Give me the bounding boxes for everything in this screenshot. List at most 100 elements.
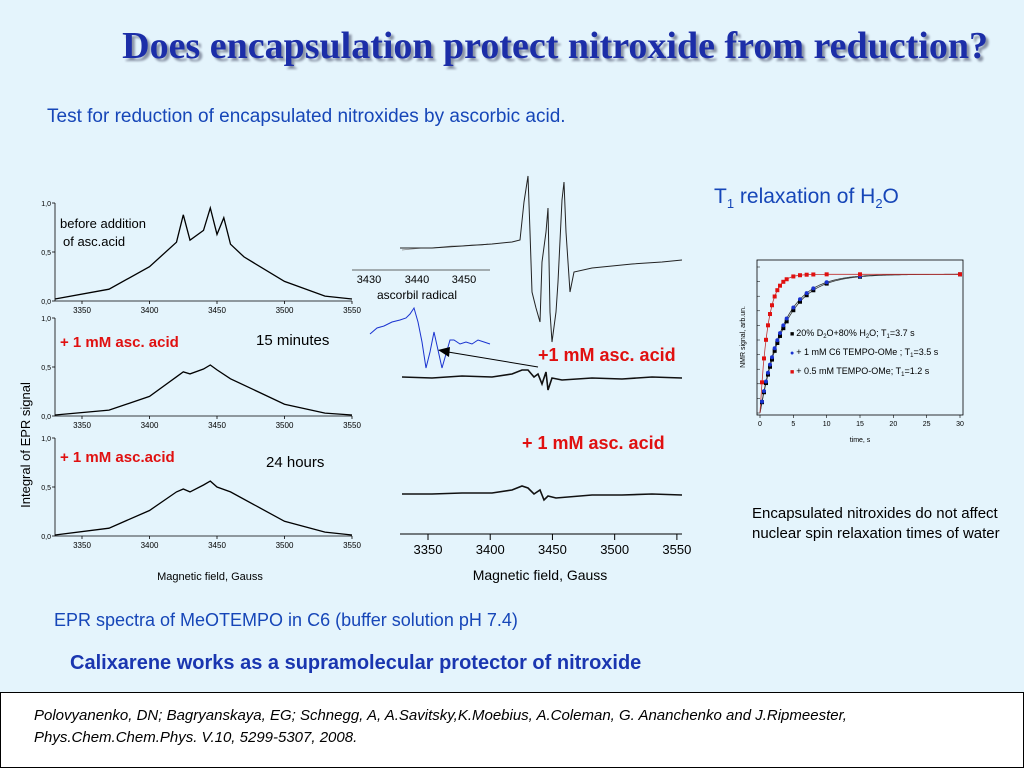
legend-item-1: ● + 1 mM C6 TEMPO-OMe ; T1=3.5 s	[790, 347, 939, 359]
t1-curve-2	[759, 273, 960, 414]
left-xtick-label: 3350	[73, 306, 91, 315]
t1-xtick-label: 20	[889, 421, 897, 428]
t1-point-1	[798, 297, 802, 302]
middle-xtick-label: 3500	[600, 542, 629, 557]
left-xtick-label: 3400	[141, 306, 159, 315]
t1-relaxation-chart: NMR signal, arb.un. 0 5 10 15 20 25 30 time, s…	[740, 259, 964, 444]
figure-caption: EPR spectra of MeOTEMPO in C6 (buffer so…	[54, 610, 518, 630]
left-xtick-label: 3450	[208, 306, 226, 315]
t1-point-1	[804, 291, 809, 296]
left-ytick-label: 0,0	[41, 299, 51, 306]
t1-xtick-label: 10	[823, 421, 831, 428]
middle-label-bottom: + 1 mM asc. acid	[522, 433, 665, 453]
t1-point-1	[770, 355, 774, 360]
reference-box: Polovyanenko, DN; Bagryanskaya, EG; Schn…	[0, 692, 1024, 768]
t1-point-2	[768, 312, 772, 317]
left-ytick-label: 0,0	[41, 414, 51, 421]
t1-xtick-label: 0	[758, 421, 762, 428]
left-ytick-label: 1,0	[41, 436, 51, 443]
t1-point-1	[791, 305, 796, 310]
middle-xtick-label: 3450	[538, 542, 567, 557]
left-xtick-label: 3350	[73, 421, 91, 430]
t1-point-0	[781, 326, 786, 331]
panel1-label-line1: before addition	[60, 216, 147, 231]
left-xtick-label: 3550	[343, 306, 361, 315]
left-xtick-label: 3500	[276, 541, 294, 550]
left-epr-chart: Integral of EPR signal 0,0 0,5 1,0 3350 3400…	[18, 201, 361, 583]
t1-point-2	[778, 283, 782, 288]
t1-point-1	[766, 370, 770, 375]
inset-tick-0: 3430	[357, 274, 381, 286]
middle-xtick-label: 3350	[414, 542, 443, 557]
left-ytick-label: 1,0	[41, 201, 51, 208]
inset-tick-1: 3440	[405, 274, 429, 286]
left-series-line-2	[54, 480, 353, 536]
t1-note: Encapsulated nitroxides do not affect nu…	[752, 505, 1000, 542]
t1-point-1	[781, 323, 786, 328]
middle-xtick-label: 3550	[662, 542, 691, 557]
middle-label-top: +1 mM asc. acid	[538, 345, 676, 365]
middle-epr-chart: 3430 3440 3450 ascorbil radical 3350 3400…	[352, 175, 691, 583]
panel3-label: + 1 mM asc.acid	[60, 449, 175, 466]
t1-point-0	[770, 357, 774, 362]
t1-point-2	[770, 303, 774, 308]
t1-point-1	[778, 331, 782, 336]
t1-point-1	[784, 316, 789, 321]
t1-xtick-label: 25	[923, 421, 931, 428]
t1-point-0	[778, 333, 782, 338]
t1-point-1	[811, 286, 816, 291]
left-xtick-label: 3400	[141, 541, 159, 550]
t1-curve-1	[759, 273, 960, 414]
left-xtick-label: 3450	[208, 421, 226, 430]
t1-point-2	[824, 272, 829, 277]
inset-ascorbil-spectrum: 3430 3440 3450 ascorbil radical	[352, 243, 491, 369]
t1-point-0	[784, 319, 789, 324]
slide-subtitle: Test for reduction of encapsulated nitro…	[47, 106, 566, 127]
left-series-line-1	[54, 364, 353, 416]
t1-point-1	[772, 346, 777, 351]
panel2-label: + 1 mM asc. acid	[60, 334, 179, 351]
t1-point-2	[762, 356, 766, 361]
left-ytick-label: 0,5	[41, 250, 51, 257]
inset-tick-2: 3450	[452, 274, 476, 286]
left-xtick-label: 3550	[343, 421, 361, 430]
t1-point-2	[858, 272, 862, 277]
t1-point-2	[958, 272, 962, 277]
left-ylabel: Integral of EPR signal	[18, 382, 33, 508]
t1-curve-0	[759, 273, 960, 414]
t1-point-0	[772, 348, 777, 353]
t1-point-1	[764, 379, 768, 384]
t1-xlabel: time, s	[850, 437, 871, 444]
t1-point-0	[804, 293, 809, 298]
t1-xtick-label: 5	[791, 421, 795, 428]
t1-point-2	[764, 337, 768, 342]
inset-label: ascorbil radical	[377, 288, 457, 302]
t1-point-0	[768, 364, 772, 369]
left-series-line-0	[54, 205, 353, 300]
t1-point-2	[766, 323, 770, 328]
left-xtick-label: 3500	[276, 306, 294, 315]
middle-xlabel: Magnetic field, Gauss	[473, 567, 608, 583]
t1-point-2	[804, 272, 809, 277]
t1-xtick-label: 15	[856, 421, 864, 428]
left-ytick-label: 0,5	[41, 365, 51, 372]
left-panels: 0,0 0,5 1,0 3350 3400 3450 3500 3550 0,0 0,5 1,0 33…	[41, 201, 361, 550]
panel2-time: 15 minutes	[256, 332, 330, 349]
t1-point-1	[760, 399, 764, 404]
left-ytick-label: 1,0	[41, 316, 51, 323]
t1-point-2	[781, 279, 786, 284]
legend-item-2: ■ + 0.5 mM TEMPO-OMe; T1=1.2 s	[790, 366, 930, 378]
left-ytick-label: 0,5	[41, 485, 51, 492]
t1-title: T1 relaxation of H2O	[714, 185, 899, 212]
t1-point-1	[775, 338, 780, 343]
left-ytick-label: 0,0	[41, 534, 51, 541]
t1-point-2	[775, 288, 780, 293]
t1-point-0	[775, 340, 780, 345]
left-xtick-label: 3500	[276, 421, 294, 430]
t1-point-1	[768, 362, 772, 367]
left-xtick-label: 3550	[343, 541, 361, 550]
t1-point-2	[791, 274, 796, 279]
slide-title: Does encapsulation protect nitroxide fro…	[122, 25, 988, 67]
t1-xtick-label: 30	[956, 421, 964, 428]
t1-point-2	[784, 277, 789, 282]
